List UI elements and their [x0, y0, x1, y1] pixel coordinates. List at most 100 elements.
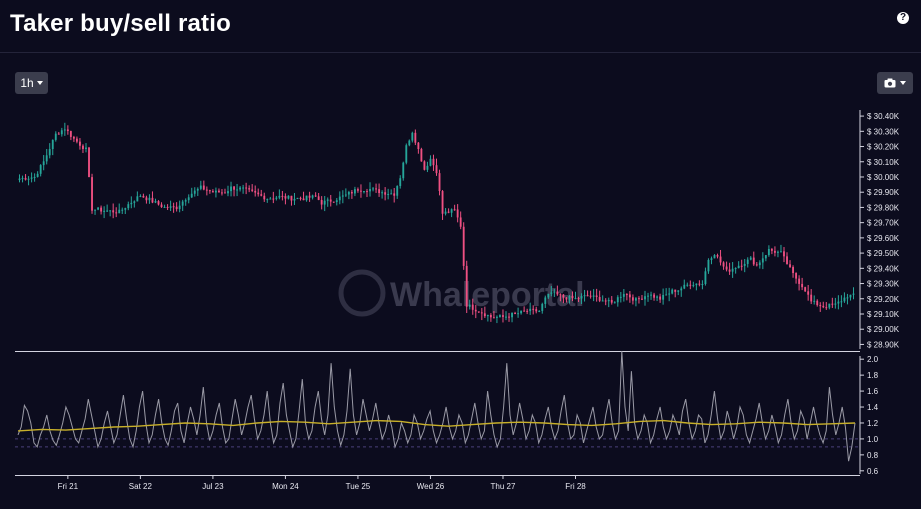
candle — [595, 288, 598, 302]
candle — [499, 314, 501, 318]
candle — [773, 246, 776, 257]
timeframe-dropdown[interactable]: 1h — [15, 72, 48, 94]
question-icon[interactable]: ? — [897, 12, 909, 24]
candle — [538, 310, 541, 313]
candle — [94, 209, 96, 215]
ratio-reference-lines — [15, 438, 860, 448]
time-tick-label: Sat 22 — [129, 482, 153, 491]
price-tick-label: $ 29.00K — [867, 325, 900, 334]
candle — [577, 296, 580, 302]
candle — [293, 192, 296, 206]
ratio-tick-label: 1.8 — [867, 371, 879, 380]
candle — [701, 280, 704, 290]
candle — [604, 298, 607, 306]
candle — [441, 190, 444, 220]
candle — [574, 291, 577, 300]
time-axis: Fri 21 Sat 22 Jul 23 Mon 24 Tue 25 Wed 26 Thu … — [15, 475, 860, 491]
camera-dropdown[interactable] — [877, 72, 913, 94]
candle — [586, 290, 589, 297]
candle — [305, 195, 308, 202]
candle — [523, 306, 526, 312]
price-tick-label: $ 29.10K — [867, 310, 900, 319]
candle — [468, 299, 471, 310]
candle — [465, 260, 468, 313]
time-tick-label: Thu 27 — [491, 482, 516, 491]
candle — [302, 191, 305, 201]
candle — [224, 188, 226, 194]
ratio-tick-label: 0.6 — [867, 467, 879, 476]
candle — [423, 160, 426, 171]
candle — [544, 295, 547, 308]
candle — [30, 172, 33, 183]
price-tick-label: $ 29.30K — [867, 280, 900, 289]
candle — [42, 155, 45, 171]
candle — [798, 275, 801, 291]
candle — [631, 294, 634, 305]
candle — [480, 308, 483, 321]
candle — [121, 207, 124, 214]
candle — [163, 204, 166, 208]
candle — [532, 305, 535, 315]
candle — [628, 290, 631, 303]
candle — [202, 180, 205, 191]
candle — [789, 260, 791, 268]
candle — [417, 142, 420, 154]
candle — [341, 190, 344, 204]
price-tick-label: $ 29.40K — [867, 264, 900, 273]
candle — [746, 257, 749, 268]
candle — [843, 292, 846, 303]
candle — [66, 125, 69, 135]
candle — [583, 289, 586, 302]
candle — [169, 200, 172, 212]
candle — [492, 311, 495, 319]
candle — [601, 295, 604, 302]
candle — [190, 187, 193, 199]
candle — [18, 174, 21, 183]
candle — [453, 204, 456, 211]
candle — [731, 262, 734, 278]
candle — [372, 186, 374, 192]
candle — [272, 191, 275, 204]
candle — [69, 130, 72, 141]
candle — [471, 298, 474, 315]
candle — [444, 208, 447, 216]
candle — [54, 131, 57, 142]
ratio-tick-label: 1.2 — [867, 419, 879, 428]
candle — [849, 294, 852, 301]
candle — [761, 252, 764, 270]
candle — [350, 190, 353, 199]
price-tick-label: $ 30.00K — [867, 173, 900, 182]
candle — [27, 176, 30, 186]
candle — [495, 315, 498, 324]
candle — [405, 143, 408, 165]
candle — [737, 261, 740, 269]
candle — [85, 143, 87, 153]
candle — [187, 194, 190, 204]
time-tick-label: Fri 28 — [565, 482, 586, 491]
candle — [245, 182, 248, 195]
candle — [260, 189, 263, 197]
candle — [263, 192, 266, 202]
candle — [109, 210, 112, 217]
candle — [154, 198, 157, 204]
candle — [647, 292, 649, 302]
price-tick-label: $ 30.10K — [867, 158, 900, 167]
candle — [562, 294, 565, 304]
time-tick-label: Fri 21 — [58, 482, 79, 491]
candle — [278, 189, 281, 200]
candle — [75, 136, 78, 144]
candle — [786, 252, 788, 265]
candle — [106, 204, 109, 212]
candle — [770, 247, 773, 255]
candle — [36, 171, 39, 178]
candle — [834, 297, 837, 309]
candle — [668, 287, 671, 302]
candle — [323, 196, 326, 212]
candle — [115, 207, 118, 218]
candle — [764, 255, 767, 262]
candle — [393, 188, 396, 203]
price-tick-label: $ 28.90K — [867, 340, 900, 349]
candle — [363, 191, 365, 194]
price-tick-label: $ 29.20K — [867, 295, 900, 304]
